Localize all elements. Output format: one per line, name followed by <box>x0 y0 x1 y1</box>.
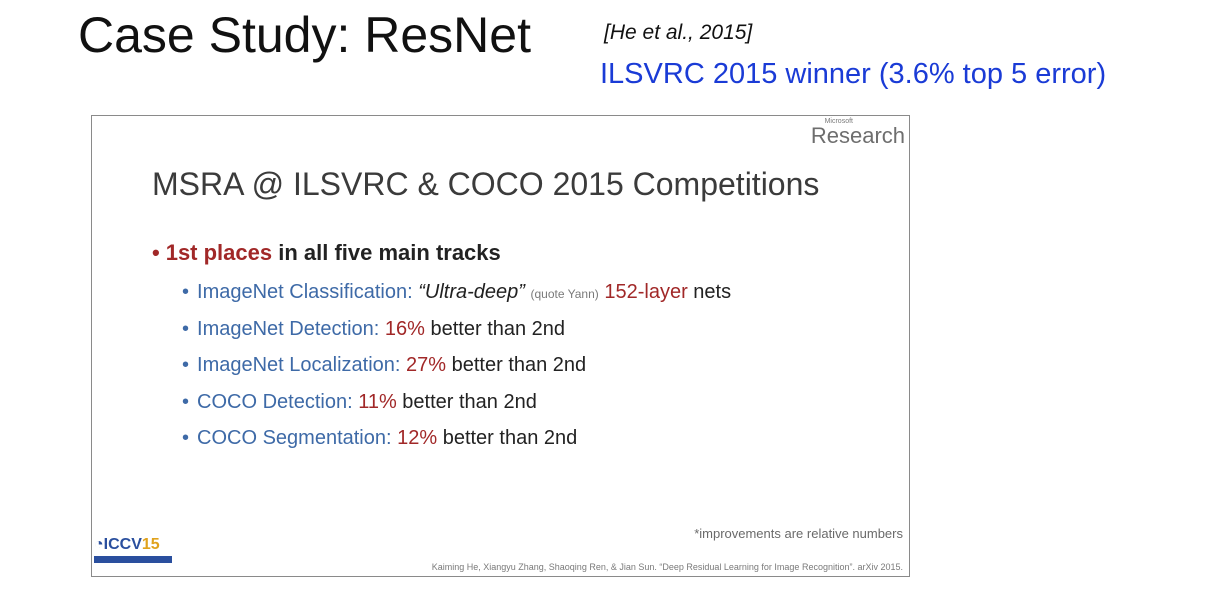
citation: [He et al., 2015] <box>604 21 753 44</box>
track-value: 152-layer <box>604 281 688 303</box>
quote-text: “Ultra-deep” <box>418 281 525 303</box>
track-name: COCO Detection: <box>197 390 353 413</box>
track-value: 16% <box>384 317 425 340</box>
list-item: • ImageNet Localization: 27% better than … <box>182 350 731 387</box>
slide-title: Case Study: ResNet <box>78 7 531 63</box>
bullet-dot-icon: • <box>182 281 190 303</box>
bullet-dot-icon: • <box>182 390 190 413</box>
results-list: • ImageNet Classification: “Ultra-deep” (… <box>182 277 731 460</box>
bullet-dot-icon: • <box>152 240 160 265</box>
list-item: • COCO Detection: 11% better than 2nd <box>182 387 731 424</box>
iccv-logo-bar <box>94 556 172 563</box>
embedded-slide-image: Microsoft Research MSRA @ ILSVRC & COCO … <box>91 115 910 577</box>
track-tail: better than 2nd <box>437 427 578 449</box>
track-value: 12% <box>397 427 438 449</box>
inset-heading: MSRA @ ILSVRC & COCO 2015 Competitions <box>152 166 820 202</box>
bullet-dot-icon: • <box>182 317 190 340</box>
track-name: ImageNet Detection: <box>197 317 380 340</box>
track-name: COCO Segmentation: <box>197 427 392 449</box>
track-tail: nets <box>687 281 732 303</box>
bullet-dot-icon: • <box>182 427 190 449</box>
track-tail: better than 2nd <box>424 317 566 340</box>
microsoft-research-logo: Microsoft Research <box>810 118 905 148</box>
track-tail: better than 2nd <box>446 354 587 376</box>
bullet-text: in all five main tracks <box>272 240 501 265</box>
reference-citation: Kaiming He, Xiangyu Zhang, Shaoqing Ren,… <box>431 562 903 572</box>
main-bullet: • 1st places in all five main tracks <box>152 240 501 266</box>
footnote: *improvements are relative numbers <box>694 526 903 541</box>
list-item: • ImageNet Classification: “Ultra-deep” (… <box>182 277 731 314</box>
list-item: • ImageNet Detection: 16% better than 2nd <box>182 314 731 351</box>
track-value: 11% <box>358 390 397 413</box>
bullet-dot-icon: • <box>182 354 190 376</box>
track-value: 27% <box>406 354 447 376</box>
quote-note: (quote Yann) <box>530 287 599 301</box>
highlight-text: 1st places <box>165 240 273 265</box>
slide-subtitle: ILSVRC 2015 winner (3.6% top 5 error) <box>600 58 1107 90</box>
track-name: ImageNet Localization: <box>197 354 401 376</box>
iccv-mark-icon: ◔ <box>94 536 104 553</box>
list-item: • COCO Segmentation: 12% better than 2nd <box>182 423 731 460</box>
iccv-logo: ◔ICCV15 <box>94 536 174 563</box>
track-tail: better than 2nd <box>396 390 537 413</box>
track-name: ImageNet Classification: <box>197 281 413 303</box>
